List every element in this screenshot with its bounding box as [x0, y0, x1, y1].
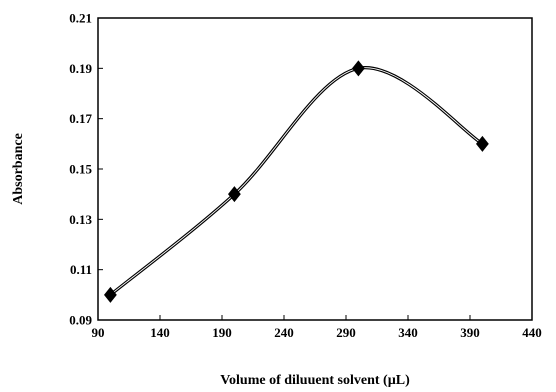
x-axis-ticks: 90 140 190 240 290 340 390 440: [92, 315, 542, 340]
series-layer: [109, 66, 484, 297]
y-tick-label: 0.15: [69, 162, 92, 177]
y-tick-label: 0.11: [70, 262, 92, 277]
series-line-highlight: [110, 67, 483, 296]
x-tick-label: 440: [522, 325, 542, 340]
x-tick-label: 190: [212, 325, 232, 340]
y-tick-label: 0.13: [69, 212, 92, 227]
y-axis-ticks: 0.09 0.11 0.13 0.15 0.17 0.19 0.21: [69, 11, 103, 328]
x-tick-label: 340: [398, 325, 418, 340]
x-tick-label: 240: [274, 325, 294, 340]
data-point-marker: [104, 286, 117, 303]
x-tick-label: 90: [92, 325, 105, 340]
series-line: [109, 66, 484, 297]
x-tick-label: 140: [150, 325, 170, 340]
data-point-marker: [228, 186, 241, 203]
marker-layer: [104, 60, 489, 303]
data-point-marker: [352, 60, 365, 77]
x-axis-label: Volume of diluuent solvent (µL): [220, 373, 410, 388]
x-tick-label: 290: [336, 325, 356, 340]
data-point-marker: [476, 135, 489, 152]
x-tick-label: 390: [460, 325, 480, 340]
y-tick-label: 0.17: [69, 111, 92, 126]
y-tick-label: 0.09: [69, 313, 92, 328]
y-axis-label: Absorbance: [11, 133, 26, 205]
y-tick-label: 0.19: [69, 61, 92, 76]
y-tick-label: 0.21: [69, 11, 92, 26]
plot-frame: [97, 17, 533, 321]
